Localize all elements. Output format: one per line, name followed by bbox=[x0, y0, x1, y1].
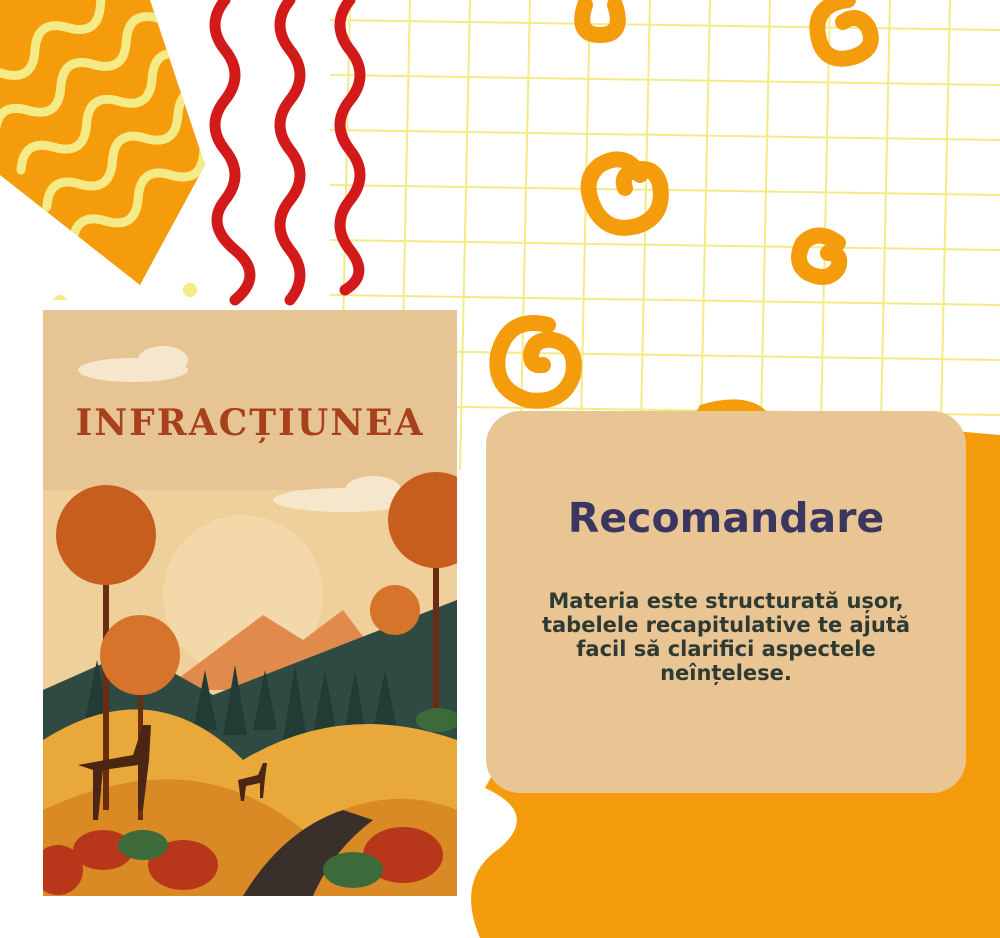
book-title: INFRACȚIUNEA bbox=[75, 402, 425, 444]
orange-wave-band bbox=[0, 0, 205, 300]
swirl-icon bbox=[489, 315, 582, 409]
swirl-icon bbox=[809, 0, 879, 67]
recommendation-card: Recomandare Materia este structurată ușo… bbox=[486, 411, 966, 793]
deer-icon bbox=[78, 725, 267, 820]
tree-icon bbox=[56, 472, 457, 820]
swirl-icon bbox=[574, 0, 626, 44]
card-title: Recomandare bbox=[567, 494, 885, 542]
swirls bbox=[489, 0, 879, 409]
grid-background bbox=[330, 0, 1000, 470]
swirl-icon bbox=[580, 151, 669, 236]
swirl-icon bbox=[791, 227, 848, 285]
card-body: Materia este structurată ușor, tabelele … bbox=[541, 589, 911, 685]
book-cover: INFRACȚIUNEA bbox=[43, 310, 457, 896]
red-squiggles bbox=[209, 0, 366, 306]
cloud-icon bbox=[78, 346, 413, 512]
book-illustration bbox=[43, 310, 457, 896]
